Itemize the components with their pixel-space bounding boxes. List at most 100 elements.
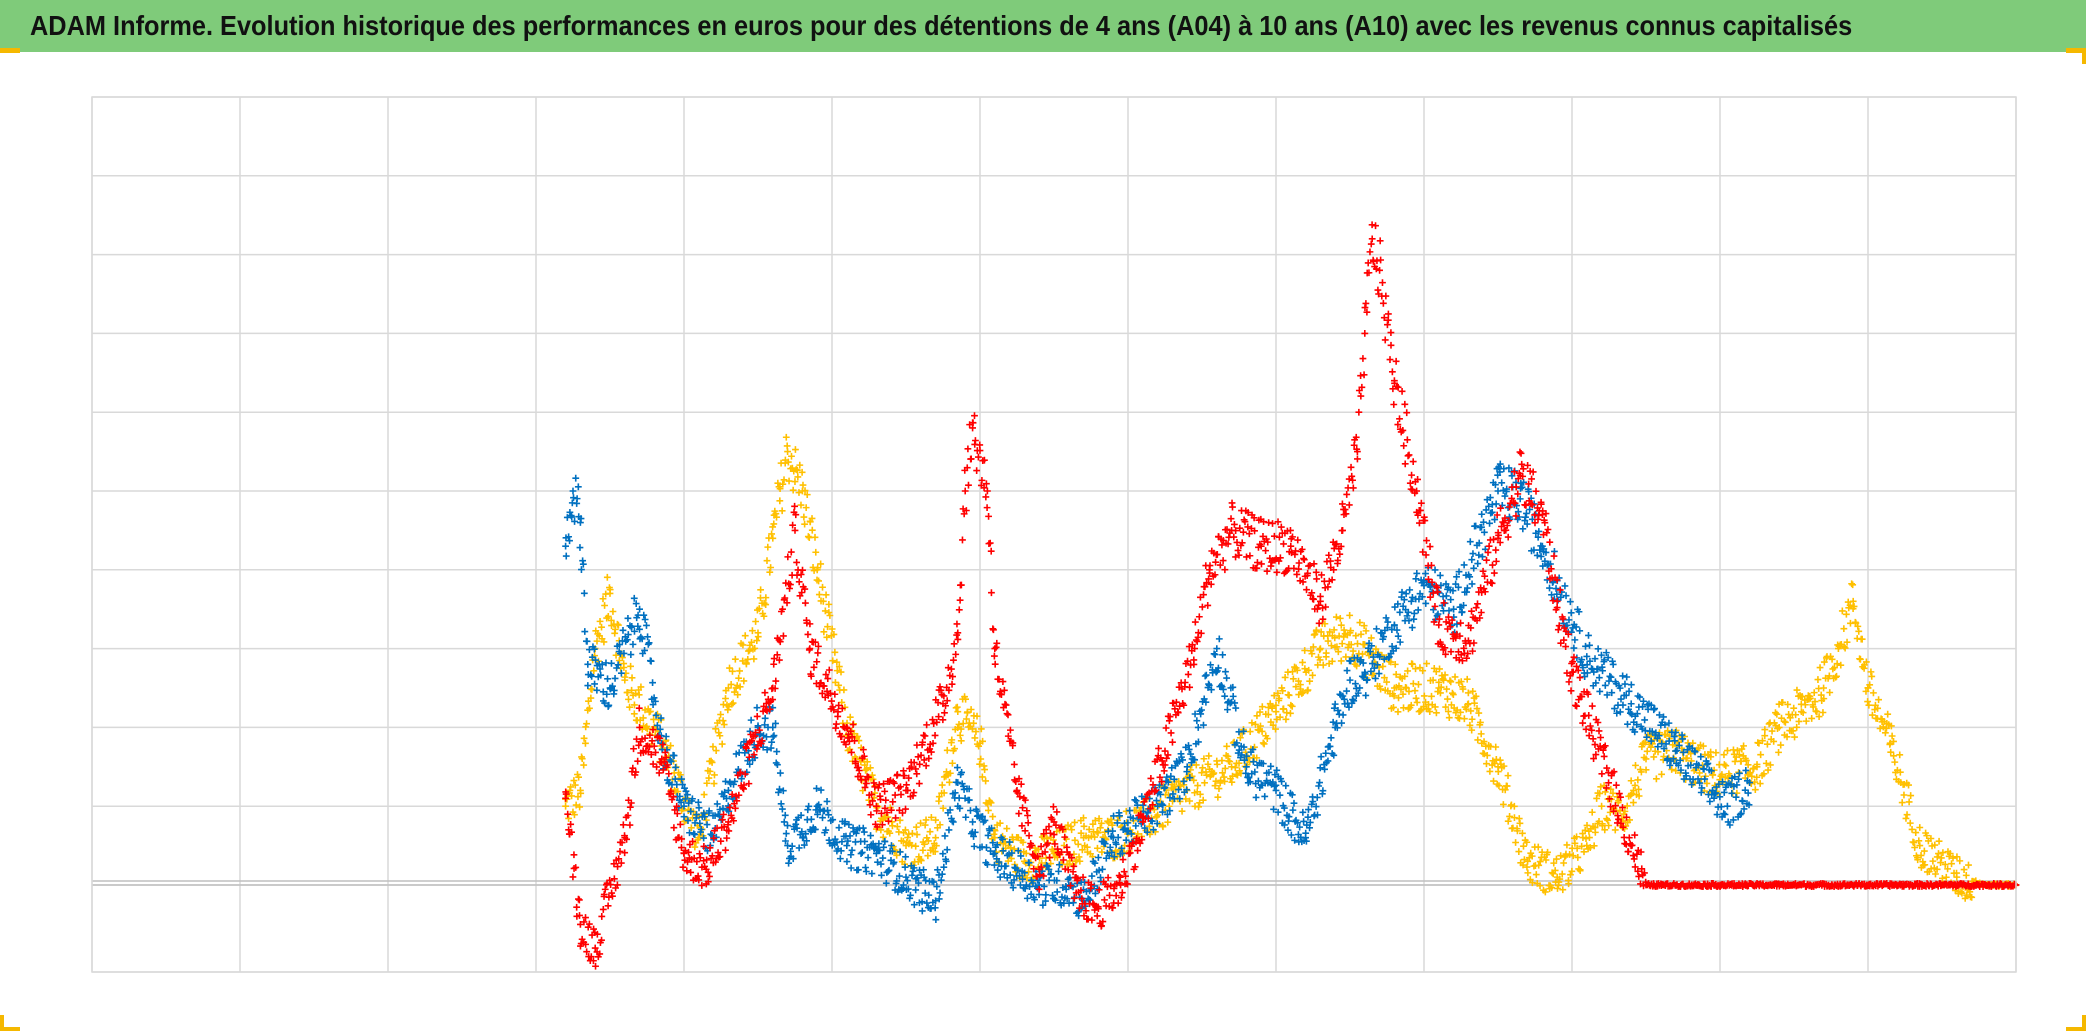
data-point (1000, 870, 1008, 878)
data-point (717, 837, 725, 845)
data-point (1069, 899, 1077, 907)
data-point (703, 779, 711, 787)
data-point (722, 695, 729, 702)
data-point (1593, 795, 1601, 802)
data-point (953, 620, 961, 628)
data-point (995, 675, 1003, 683)
data-point (925, 891, 933, 899)
data-point (1508, 495, 1516, 502)
data-point (574, 483, 582, 491)
data-point (1094, 854, 1102, 861)
data-point (1574, 854, 1582, 861)
data-point (1480, 518, 1487, 526)
data-point (1672, 728, 1680, 736)
chart-title: ADAM Informe. Evolution historique des p… (30, 10, 1853, 41)
data-point (741, 770, 749, 778)
data-point (1162, 724, 1170, 732)
data-point (880, 843, 888, 851)
data-point (1876, 725, 1884, 732)
data-point (1369, 660, 1376, 667)
data-point (1077, 829, 1085, 837)
data-point (1278, 778, 1286, 785)
data-point (1328, 576, 1336, 584)
data-point (910, 759, 918, 766)
data-point (719, 717, 727, 725)
data-point (1437, 683, 1445, 691)
data-point (934, 866, 941, 874)
data-point (1463, 584, 1471, 592)
data-point (1250, 514, 1258, 522)
data-point (844, 837, 852, 845)
data-point (1287, 701, 1295, 709)
data-point (942, 857, 950, 865)
data-point (1496, 460, 1504, 468)
data-point (1416, 519, 1423, 527)
data-point (1200, 721, 1207, 729)
data-point (571, 781, 579, 789)
data-point (1166, 794, 1174, 802)
data-point (753, 712, 761, 720)
data-point (887, 806, 895, 814)
data-point (838, 705, 846, 712)
data-point (1441, 671, 1449, 679)
data-point (611, 625, 619, 633)
data-point (1530, 546, 1538, 554)
data-point (967, 455, 975, 463)
data-point (1520, 842, 1527, 850)
data-point (1474, 600, 1481, 608)
data-point (1019, 804, 1026, 812)
data-point (1082, 907, 1090, 915)
data-point (647, 657, 655, 665)
data-point (1806, 694, 1814, 702)
data-point (1096, 824, 1104, 832)
data-point (1903, 811, 1911, 819)
data-point (813, 658, 821, 666)
data-point (885, 866, 893, 874)
corner-accent-top-right-edge (2082, 48, 2086, 64)
data-point (609, 608, 617, 615)
data-point (1650, 753, 1658, 761)
data-point (1396, 415, 1403, 423)
data-point (1367, 240, 1375, 248)
data-point (1159, 808, 1166, 816)
data-point (1472, 692, 1480, 700)
data-point (731, 655, 739, 663)
data-point (1118, 889, 1126, 897)
data-point (1660, 753, 1668, 760)
data-point (710, 780, 718, 787)
data-point (1573, 833, 1580, 841)
data-point (935, 713, 943, 721)
data-point (1588, 808, 1596, 816)
data-point (1697, 753, 1705, 761)
data-point (1215, 635, 1223, 643)
data-point (649, 726, 657, 734)
data-point (795, 489, 803, 496)
data-point (1399, 690, 1407, 698)
data-point (1157, 790, 1164, 798)
data-point (1363, 308, 1371, 316)
data-point (1571, 839, 1579, 847)
data-point (1622, 691, 1630, 699)
data-point (1108, 849, 1116, 856)
data-point (1196, 790, 1204, 798)
data-point (1627, 681, 1635, 689)
data-point (1635, 873, 1643, 880)
data-point (981, 817, 989, 824)
data-point (1088, 916, 1096, 924)
data-point (697, 826, 705, 833)
data-point (967, 706, 975, 713)
data-point (1440, 676, 1447, 684)
data-point (1633, 850, 1641, 858)
data-point (920, 756, 928, 764)
data-point (1793, 723, 1801, 731)
data-point (948, 665, 955, 673)
data-point (995, 858, 1003, 866)
data-point (679, 863, 687, 871)
data-point (900, 772, 908, 780)
data-point (1134, 830, 1142, 838)
data-point (1359, 355, 1367, 362)
data-point (573, 495, 581, 503)
data-point (1500, 762, 1508, 770)
data-point (1597, 783, 1605, 791)
data-point (1583, 669, 1591, 677)
